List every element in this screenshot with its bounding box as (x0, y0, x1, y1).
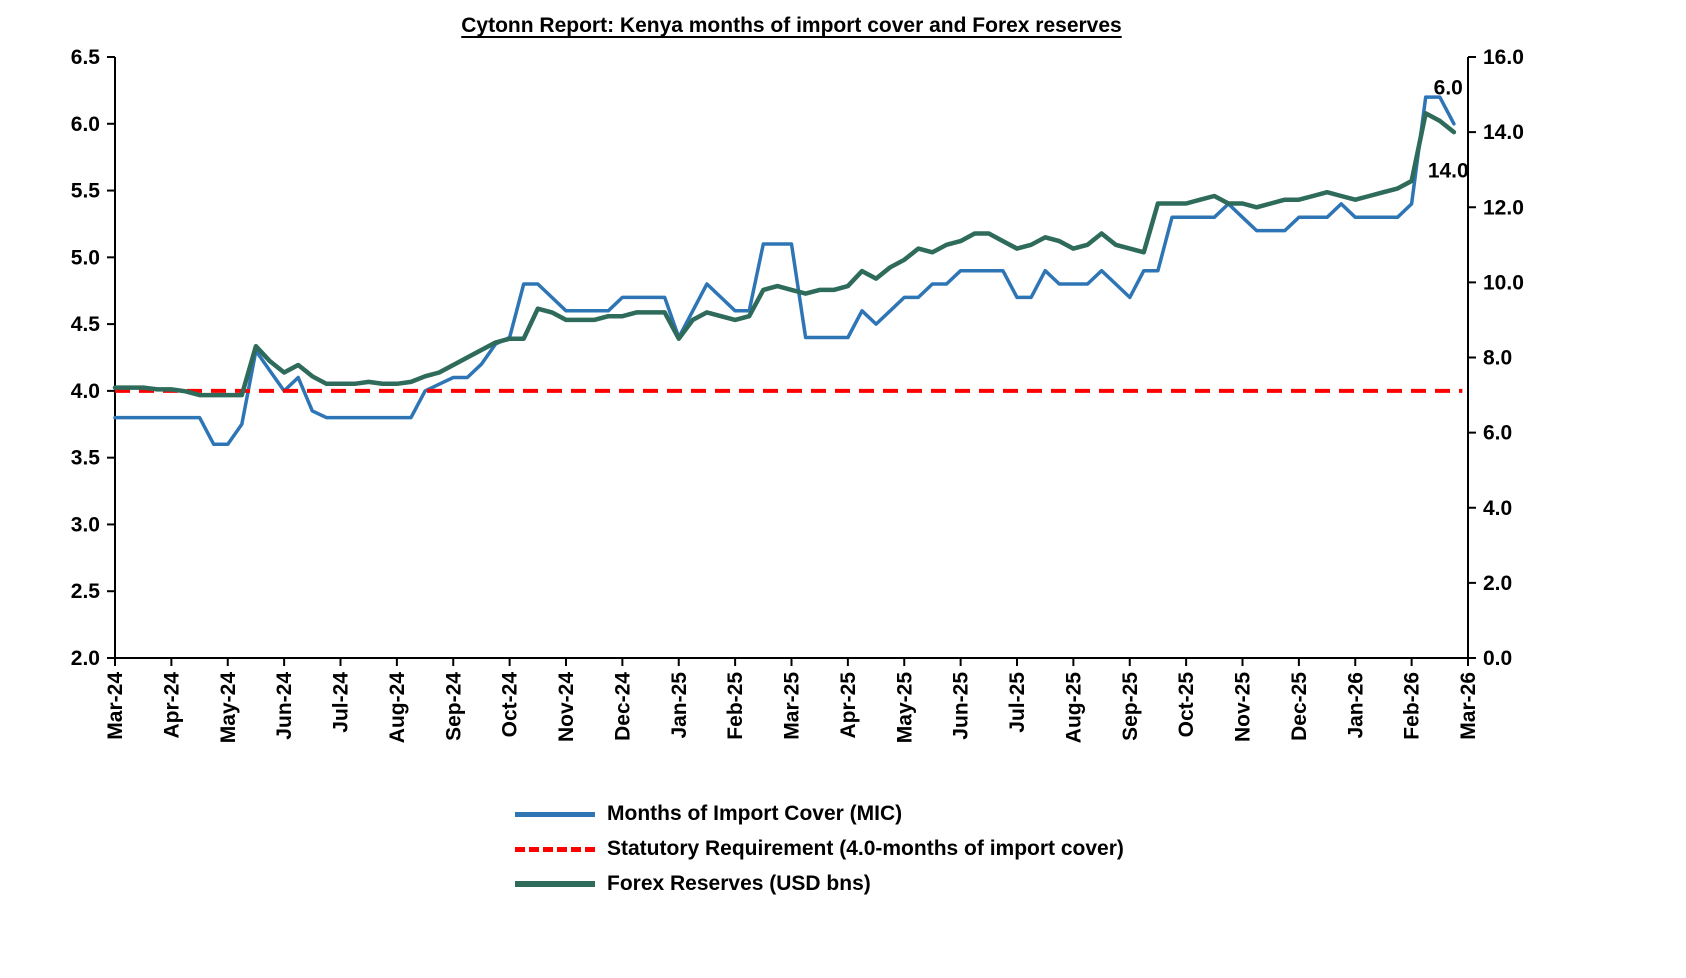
right-axis-tick-label: 14.0 (1483, 121, 1524, 144)
left-axis-tick-label: 3.5 (71, 447, 101, 470)
x-axis-tick-label: Apr-24 (160, 672, 183, 739)
left-axis-tick-label: 6.5 (71, 46, 101, 69)
legend-item-statutory: Statutory Requirement (4.0-months of imp… (515, 835, 1124, 863)
series-data-label: 6.0 (1434, 77, 1463, 100)
series-data-label: 14.0 (1428, 160, 1469, 183)
forex-line-swatch (515, 881, 595, 887)
left-axis-tick-label: 2.5 (71, 580, 101, 603)
left-axis-tick-label: 6.0 (71, 113, 100, 136)
left-axis-tick-label: 5.5 (71, 180, 101, 203)
x-axis-tick-label: Nov-24 (555, 672, 578, 742)
x-axis-tick-label: Aug-24 (386, 672, 409, 743)
chart-title: Cytonn Report: Kenya months of import co… (461, 14, 1122, 37)
x-axis-tick-label: Feb-26 (1401, 672, 1424, 740)
x-axis-tick-label: Jul-25 (1006, 672, 1029, 733)
chart-legend: Months of Import Cover (MIC) Statutory R… (515, 800, 1124, 898)
x-axis-tick-label: Nov-25 (1232, 672, 1255, 742)
mic-legend-label: Months of Import Cover (MIC) (607, 802, 903, 825)
x-axis-tick-label: Jun-24 (273, 672, 296, 740)
legend-item-forex: Forex Reserves (USD bns) (515, 870, 1124, 898)
x-axis-tick-label: May-24 (217, 672, 240, 744)
x-axis-tick-label: Jan-26 (1344, 672, 1367, 739)
x-axis-tick-label: Jun-25 (950, 672, 973, 740)
x-axis-tick-label: Mar-24 (104, 672, 127, 740)
mic-line-swatch (515, 811, 595, 817)
right-axis-tick-label: 12.0 (1483, 196, 1524, 219)
x-axis-tick-label: Oct-24 (499, 672, 522, 738)
right-axis-tick-label: 10.0 (1483, 271, 1524, 294)
statutory-line-swatch (515, 846, 595, 852)
legend-item-mic: Months of Import Cover (MIC) (515, 800, 1124, 828)
statutory-legend-label: Statutory Requirement (4.0-months of imp… (607, 837, 1124, 860)
right-axis-tick-label: 2.0 (1483, 572, 1512, 595)
left-axis-tick-label: 3.0 (71, 513, 100, 536)
x-axis-tick-label: Jan-25 (668, 672, 691, 739)
x-axis-tick-label: Dec-24 (611, 672, 634, 741)
right-axis-tick-label: 4.0 (1483, 497, 1512, 520)
left-axis-tick-label: 4.5 (71, 313, 101, 336)
x-axis-tick-label: Jul-24 (330, 672, 353, 733)
left-axis-tick-label: 4.0 (71, 380, 100, 403)
left-axis-tick-label: 5.0 (71, 246, 100, 269)
x-axis-tick-label: Mar-26 (1457, 672, 1480, 740)
right-axis-tick-label: 6.0 (1483, 422, 1512, 445)
x-axis-tick-label: May-25 (893, 672, 916, 744)
left-axis-tick-label: 2.0 (71, 647, 100, 670)
x-axis-tick-label: Aug-25 (1062, 672, 1085, 743)
right-axis-tick-label: 8.0 (1483, 347, 1512, 370)
x-axis-tick-label: Oct-25 (1175, 672, 1198, 738)
x-axis-tick-label: Sep-24 (442, 672, 465, 741)
forex-reserves-line (112, 111, 1457, 398)
right-axis-tick-label: 16.0 (1483, 46, 1524, 69)
x-axis-tick-label: Sep-25 (1119, 672, 1142, 741)
x-axis-tick-label: Dec-25 (1288, 672, 1311, 741)
right-axis-tick-label: 0.0 (1483, 647, 1512, 670)
mic-line (113, 95, 1456, 447)
x-axis-tick-label: Apr-25 (837, 672, 860, 739)
x-axis-tick-label: Feb-25 (724, 672, 747, 740)
forex-legend-label: Forex Reserves (USD bns) (607, 872, 871, 895)
x-axis-tick-label: Mar-25 (781, 672, 804, 740)
